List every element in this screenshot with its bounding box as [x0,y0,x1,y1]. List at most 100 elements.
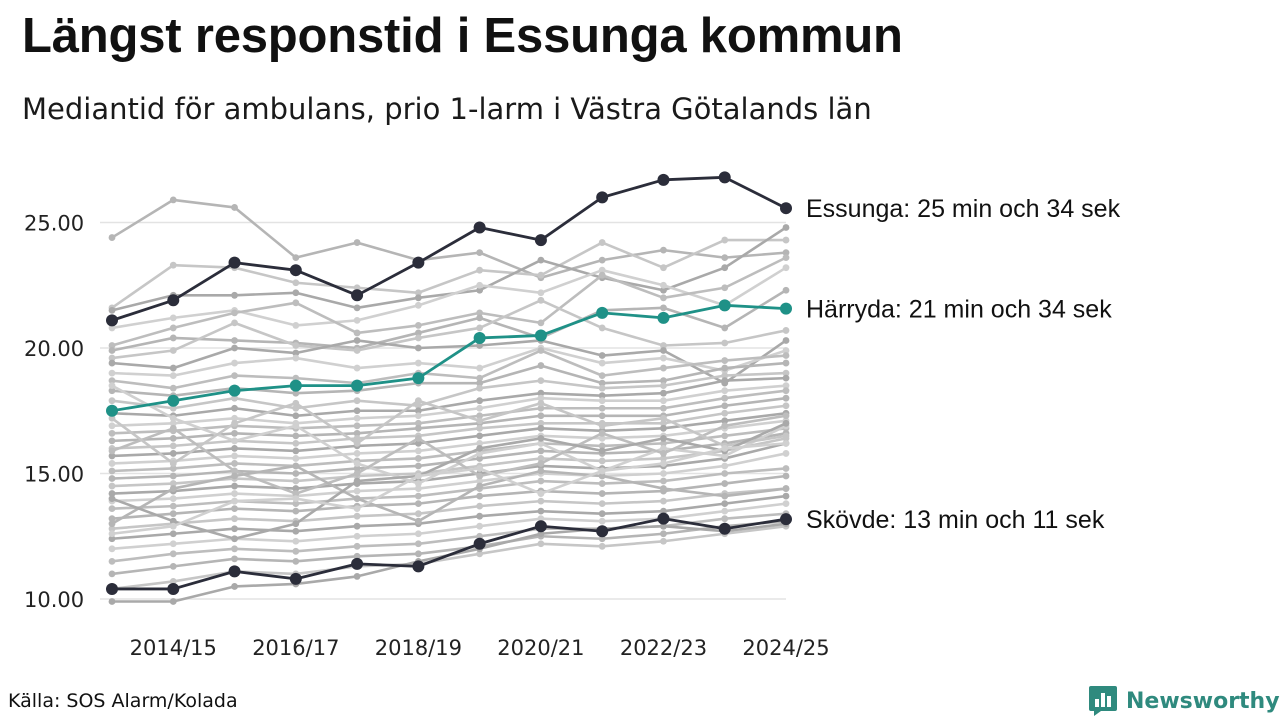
series-path [111,346,787,377]
data-point [660,424,667,432]
data-point [721,387,729,395]
data-point [228,256,241,269]
data-point [537,256,545,264]
data-point [660,294,667,302]
y-tick-label: 15.00 [24,463,84,487]
series-path [111,238,786,309]
data-point [351,289,364,302]
data-point [292,322,300,329]
data-point [473,221,486,234]
background-series-line [108,492,790,543]
data-point [660,342,667,349]
data-point [598,542,606,550]
data-point [292,455,300,462]
series-path [111,512,787,563]
data-point [169,485,177,492]
series-path [111,442,787,536]
data-point [537,490,545,497]
data-point [353,304,361,312]
data-point [414,402,422,410]
data-point [292,389,300,397]
data-point [534,234,547,247]
data-point [660,485,667,492]
x-tick-label: 2018/19 [375,636,462,660]
data-point [106,314,118,327]
data-point [169,510,177,518]
data-point [414,439,422,447]
data-point [231,525,238,533]
data-point [660,530,667,538]
series-path [111,175,787,322]
data-point [169,314,177,322]
series-path [111,256,787,347]
data-point [473,331,486,344]
data-point [414,447,422,455]
data-point [537,404,545,412]
background-series [108,196,790,605]
background-series-line [108,439,790,538]
data-point [721,422,729,430]
data-point [660,537,667,545]
data-point [292,507,300,515]
data-point [231,555,238,563]
data-point [721,339,729,347]
data-point [169,530,177,538]
data-point [108,382,116,390]
series-path [111,349,787,390]
data-point [782,352,790,359]
data-point [351,379,364,392]
data-point [476,374,484,382]
data-point [537,424,545,432]
data-point [353,434,361,442]
data-point [782,387,790,395]
data-point [292,557,300,565]
data-point [292,349,300,357]
data-point [782,264,790,272]
data-point [721,515,729,523]
data-point [292,399,300,407]
series-path [111,411,787,458]
data-point [292,527,300,535]
data-point [660,455,667,462]
data-point [718,522,731,535]
end-label-essunga: Essunga: 25 min och 34 sek [806,195,1121,223]
series-path [111,371,787,410]
data-point [476,439,484,447]
data-point [169,334,177,342]
data-point [782,286,790,294]
data-point [108,535,116,543]
data-point [660,347,667,354]
data-point [596,191,609,204]
data-point [108,342,116,349]
x-axis-ticks: 2014/15 2016/17 2018/19 2020/21 2022/23 2024/… [130,636,830,660]
data-point [292,462,300,470]
data-point [780,202,792,215]
data-point [353,470,361,477]
data-point [169,495,177,502]
data-point [169,261,177,269]
background-series-line [108,337,790,387]
series-path [111,226,787,312]
data-point [780,513,792,526]
data-point [660,507,667,515]
data-point [476,379,484,387]
data-point [660,397,667,405]
data-point [476,482,484,490]
data-point [414,455,422,462]
data-point [108,525,116,533]
data-point [108,306,116,314]
data-point [169,384,177,392]
data-point [721,492,729,500]
highlighted-series [106,171,792,595]
data-point [292,537,300,545]
data-point [476,502,484,510]
data-point [108,437,116,445]
series-path [111,519,787,576]
data-point [782,465,790,472]
data-point [660,434,667,442]
data-point [108,452,116,460]
data-point [353,397,361,405]
data-point [782,254,790,262]
chart-title: Längst responstid i Essunga kommun [22,9,903,63]
data-point [537,434,545,442]
